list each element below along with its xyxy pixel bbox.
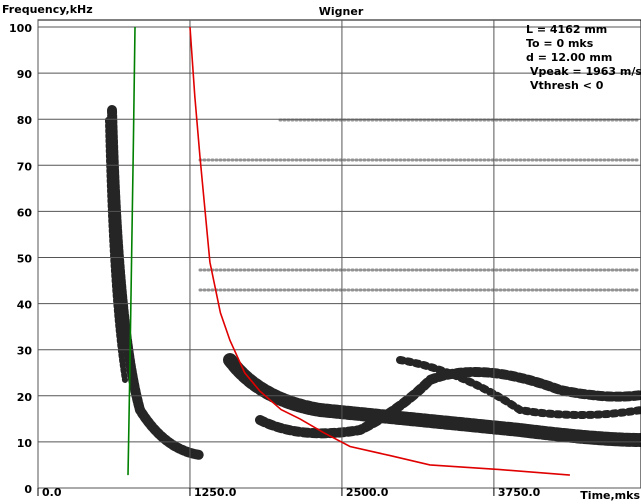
y-axis-label: Frequency,kHz	[2, 3, 93, 16]
y-tick-label: 0	[24, 483, 32, 496]
y-tick-label: 100	[9, 22, 32, 35]
curve	[189, 26, 570, 476]
annotation: Vthresh < 0	[530, 79, 604, 92]
y-tick-label: 90	[17, 68, 33, 81]
x-axis-label: Time,mks	[580, 489, 640, 502]
annotation: L = 4162 mm	[526, 23, 607, 36]
y-tick-label: 20	[17, 391, 33, 404]
spectrogram-texture	[105, 105, 641, 460]
x-tick-label: 2500.0	[346, 486, 389, 499]
y-tick-label: 50	[17, 253, 33, 266]
x-tick-label: 1250.0	[194, 486, 237, 499]
annotation: d = 12.00 mm	[526, 51, 612, 64]
x-tick-label: 0.0	[42, 486, 62, 499]
annotation: To = 0 mks	[526, 37, 594, 50]
y-tick-label: 60	[17, 206, 33, 219]
annotation: Vpeak = 1963 m/s	[530, 65, 641, 78]
y-tick-label: 40	[17, 299, 33, 312]
curve	[127, 26, 136, 476]
y-tick-label: 10	[17, 437, 33, 450]
y-tick-label: 30	[17, 345, 33, 358]
y-tick-label: 70	[17, 160, 33, 173]
x-tick-label: 3750.0	[498, 486, 541, 499]
chart-title: Wigner	[319, 5, 364, 18]
y-tick-label: 80	[17, 114, 33, 127]
